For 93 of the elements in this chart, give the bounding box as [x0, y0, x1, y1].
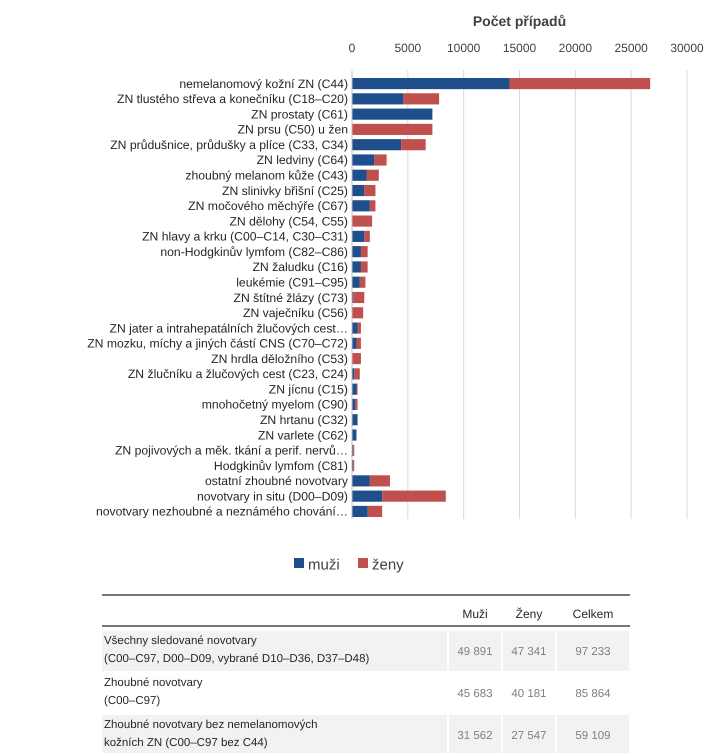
x-tick-label: 30000	[670, 41, 704, 55]
bar	[360, 276, 366, 288]
bar	[352, 261, 361, 273]
bar	[352, 307, 364, 318]
y-tick-label: ZN hrdla děložního (C53)	[211, 352, 348, 366]
bar	[352, 78, 510, 90]
bar	[360, 261, 368, 273]
bar	[366, 170, 379, 181]
data-label: 45 683	[457, 688, 493, 700]
y-tick-label: leukémie (C91–C95)	[236, 275, 348, 290]
bar	[352, 475, 370, 486]
y-tick-label: ostatní zhoubné novotvary	[205, 474, 349, 488]
y-tick-label: ZN prostaty (C61)	[251, 107, 348, 122]
bar	[354, 368, 360, 380]
y-tick-label: ZN žlučníku a žlučových cest (C23, C24)	[128, 367, 348, 382]
y-tick-label: ZN dělohy (C54, C55)	[229, 214, 348, 228]
data-label: 85 864	[575, 688, 612, 700]
bar	[352, 170, 367, 181]
y-tick-label: ZN hlavy a krku (C00–C14, C30–C31)	[142, 230, 348, 244]
y-tick-label: ZN slinivky břišní (C25)	[222, 184, 348, 198]
y-tick-label: non-Hodgkinův lymfom (C82–C86)	[160, 244, 348, 259]
y-tick-label: ZN pojivových a měk. tkání a perif. nervů…	[114, 444, 348, 458]
x-tick-label: 0	[348, 41, 356, 55]
data-label: 27 547	[511, 730, 547, 742]
x-axis-title: Počet případů	[472, 13, 566, 29]
x-tick-label: 15000	[502, 41, 537, 55]
y-tick-label: zhoubný melanom kůže (C43)	[185, 168, 348, 183]
y-tick-label: ZN močového měchýře (C67)	[188, 199, 348, 214]
y-tick-label: mnohočetný myelom (C90)	[202, 398, 348, 412]
bar	[368, 506, 382, 518]
bar	[352, 216, 372, 227]
data-label: 40 181	[511, 688, 547, 700]
bar	[352, 124, 432, 135]
bar	[358, 322, 361, 334]
y-tick-label: nemelanomový kožní ZN (C44)	[179, 76, 348, 91]
data-label: 97 233	[575, 646, 611, 658]
legend-label: muži	[308, 556, 340, 574]
x-tick-label: 5000	[394, 41, 422, 55]
bar	[352, 276, 360, 288]
y-tick-label: novotvary in situ (D00–D09)	[196, 489, 348, 504]
bar	[353, 292, 364, 304]
y-tick-label: ZN mozku, míchy a jiných částí CNS (C70–C72)	[87, 336, 348, 351]
bar	[352, 154, 374, 166]
data-label: 47 341	[511, 646, 547, 658]
bar	[401, 139, 426, 150]
bar	[352, 490, 382, 502]
y-tick-label: ZN ledviny (C64)	[256, 153, 348, 168]
y-tick-label: ZN štítné žlázy (C73)	[234, 290, 348, 305]
bar	[352, 200, 370, 212]
bar	[352, 139, 402, 150]
data-label: 31 562	[457, 730, 493, 742]
bar	[352, 184, 364, 196]
bar	[364, 230, 370, 242]
legend-label: ženy	[372, 556, 404, 574]
bar	[364, 184, 376, 196]
bar	[352, 353, 361, 364]
y-tick-label: ZN průdušnice, průdušky a plíce (C33, C34)	[110, 138, 348, 152]
bar	[352, 414, 358, 426]
y-tick-label: ZN varlete (C62)	[258, 428, 348, 442]
bar	[360, 246, 368, 258]
y-tick-label: novotvary nezhoubné a neznámého chování…	[96, 504, 348, 519]
y-tick-label: ZN prsu (C50) u žen	[238, 122, 348, 137]
y-tick-label: ZN jícnu (C15)	[268, 382, 348, 396]
data-label: 59 109	[575, 730, 611, 742]
y-tick-label: ZN vaječníku (C56)	[243, 306, 348, 320]
bar	[352, 506, 368, 518]
y-tick-label: ZN jater a intrahepatálních žlučových cest…	[110, 321, 348, 336]
series-label: Celkem	[572, 607, 614, 621]
x-tick-label: 25000	[614, 41, 648, 55]
data-label: 49 891	[457, 646, 493, 658]
x-tick-label: 10000	[446, 41, 481, 55]
category-label: Zhoubné novotvary (C00–C97)	[104, 677, 203, 707]
bar	[374, 154, 387, 166]
series-label: Ženy	[516, 607, 542, 621]
x-tick-label: 20000	[558, 41, 592, 55]
bar	[356, 338, 361, 349]
series-label: Muži	[462, 607, 488, 621]
y-tick-label: ZN žaludku (C16)	[252, 260, 348, 274]
y-tick-label: Hodgkinův lymfom (C81)	[214, 458, 348, 473]
y-tick-label: ZN hrtanu (C32)	[260, 413, 348, 428]
bar	[352, 246, 361, 258]
bar	[403, 93, 440, 104]
bar	[352, 93, 404, 104]
bar	[352, 384, 356, 395]
bar	[382, 490, 446, 502]
bar	[352, 108, 432, 120]
bar	[370, 475, 390, 486]
bar	[370, 200, 376, 212]
bar	[352, 230, 364, 242]
category-label: Všechny sledované novotvary (C00–C97, D00–D09, vybrané D10–D36, D37–D48)	[104, 635, 370, 665]
category-label: Zhoubné novotvary bez nemelanomových kožních ZN (C00–C97 bez C44)	[104, 719, 318, 749]
bar	[509, 78, 650, 90]
y-tick-label: ZN tlustého střeva a konečníku (C18–C20)	[117, 92, 348, 106]
